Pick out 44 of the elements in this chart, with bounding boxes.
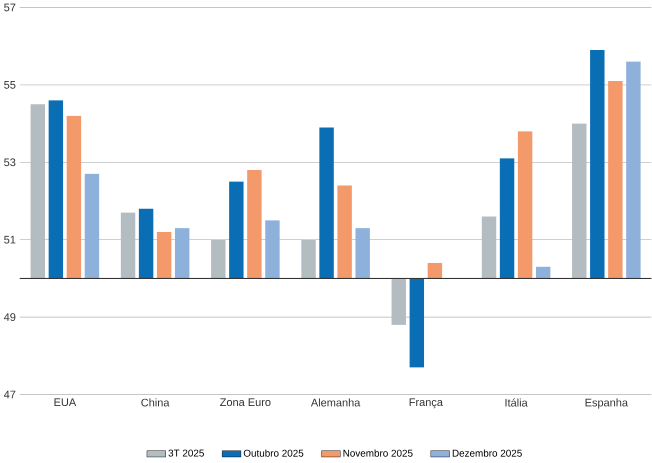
bar — [84, 174, 100, 279]
bar — [337, 186, 352, 279]
bar — [626, 62, 641, 279]
legend-label: Novembro 2025 — [344, 450, 413, 457]
y-tick-label: 53 — [4, 158, 16, 166]
x-tick-label: EUA — [54, 398, 76, 406]
bar — [482, 216, 496, 279]
bar — [265, 220, 280, 279]
y-tick-label: 55 — [4, 81, 16, 89]
bar — [572, 124, 586, 279]
x-tick-label: França — [410, 398, 443, 408]
bar — [156, 232, 172, 279]
bar — [66, 116, 82, 279]
bar — [536, 266, 550, 279]
bar — [301, 240, 316, 279]
x-tick-label: China — [141, 398, 170, 407]
legend-label: 3T 2025 — [168, 450, 204, 457]
x-tick-label: Espanha — [586, 398, 628, 409]
bar — [174, 228, 190, 279]
bar — [500, 158, 514, 279]
bar — [608, 81, 623, 279]
bar — [355, 228, 370, 279]
y-tick-label: 51 — [4, 236, 16, 244]
bar — [247, 170, 262, 279]
bar — [48, 100, 64, 279]
bar — [138, 208, 154, 279]
x-tick-label: Itália — [506, 398, 528, 407]
y-tick-label: 57 — [4, 4, 16, 12]
y-tick-label: 49 — [4, 313, 16, 322]
bar — [590, 50, 605, 279]
x-tick-label: Zona Euro — [220, 398, 271, 406]
bar — [120, 212, 136, 279]
legend-label: Dezembro 2025 — [452, 450, 522, 457]
bar — [392, 278, 406, 326]
bar — [319, 128, 334, 279]
bar — [211, 240, 226, 279]
bar — [229, 182, 244, 279]
bar — [30, 104, 46, 279]
y-tick-label: 47 — [4, 390, 16, 398]
bar — [518, 132, 532, 279]
legend-label: Outubro 2025 — [244, 450, 304, 457]
bar — [428, 263, 442, 279]
x-tick-label: Alemanha — [310, 398, 360, 407]
bar — [410, 278, 424, 368]
